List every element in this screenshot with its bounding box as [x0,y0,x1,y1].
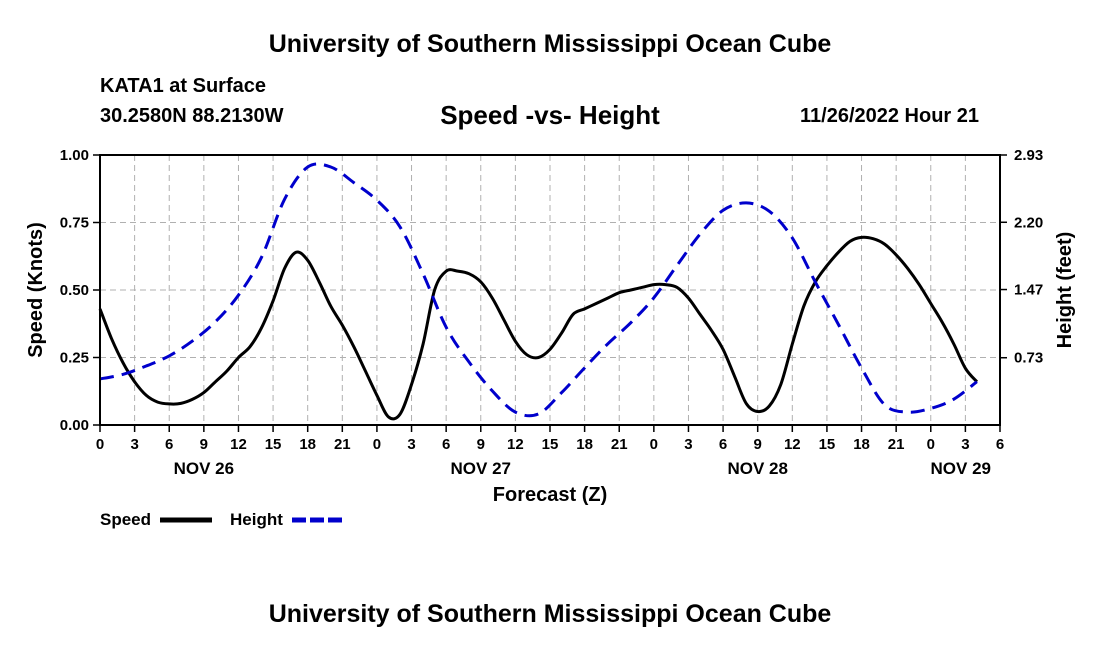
x-tick-label: 12 [784,436,801,453]
y-left-tick-label: 1.00 [60,147,89,164]
x-tick-label: 21 [888,436,905,453]
x-tick-label: 9 [754,436,762,453]
series-layer [98,162,979,421]
y-right-tick-label: 1.47 [1014,282,1043,299]
x-tick-label: 6 [442,436,450,453]
x-tick-label: 18 [576,436,593,453]
x-tick-label: 9 [477,436,485,453]
x-tick-label: 9 [200,436,208,453]
height-series-line [99,162,978,418]
station-coordinates: 30.2580N 88.2130W [100,105,284,127]
x-tick-label: 3 [961,436,969,453]
x-tick-label: 0 [96,436,104,453]
x-tick-label: 3 [684,436,692,453]
speed-series-line [98,235,979,421]
y-left-tick-label: 0.50 [60,282,89,299]
x-tick-label: 0 [927,436,935,453]
x-tick-label: 15 [819,436,836,453]
y-left-tick-label: 0.25 [60,350,89,367]
x-tick-label: 21 [611,436,628,453]
grid [100,155,1000,425]
x-tick-label: 18 [299,436,316,453]
x-tick-label: 6 [996,436,1004,453]
x-tick-label: 3 [130,436,138,453]
x-tick-label: 6 [719,436,727,453]
x-tick-label: 3 [407,436,415,453]
chart-title: Speed -vs- Height [440,100,660,130]
x-tick-label: 18 [853,436,870,453]
x-day-label: NOV 27 [451,459,511,478]
x-tick-label: 0 [650,436,658,453]
x-tick-label: 15 [265,436,282,453]
x-day-label: NOV 29 [931,459,991,478]
y-axis-left-label: Speed (Knots) [25,222,47,358]
y-right-tick-label: 2.93 [1014,147,1043,164]
y-axis-right-label: Height (feet) [1054,232,1076,349]
axes: 0 3 6 9 12 15 18 21 0 3 6 9 12 15 18 21 0 3 6 9 12 15 18 21 0 3 6 0… [60,147,1043,478]
legend-label-height: Height [230,510,283,529]
x-axis-label: Forecast (Z) [493,484,607,506]
page-title: University of Southern Mississippi Ocean… [268,30,832,58]
x-tick-label: 6 [165,436,173,453]
x-tick-label: 15 [542,436,559,453]
y-right-tick-label: 2.20 [1014,214,1043,231]
forecast-datetime: 11/26/2022 Hour 21 [800,105,980,127]
x-tick-label: 12 [230,436,247,453]
legend: Speed Height [100,510,344,529]
y-left-tick-label: 0.75 [60,215,89,232]
x-day-label: NOV 26 [174,459,234,478]
x-day-label: NOV 28 [727,459,787,478]
x-tick-label: 12 [507,436,524,453]
legend-label-speed: Speed [100,510,151,529]
y-right-tick-label: 0.73 [1014,350,1043,367]
footer-title: University of Southern Mississippi Ocean… [268,600,832,628]
station-label: KATA1 at Surface [100,75,266,97]
x-tick-label: 0 [373,436,381,453]
y-left-tick-label: 0.00 [60,417,89,434]
x-tick-label: 21 [334,436,351,453]
